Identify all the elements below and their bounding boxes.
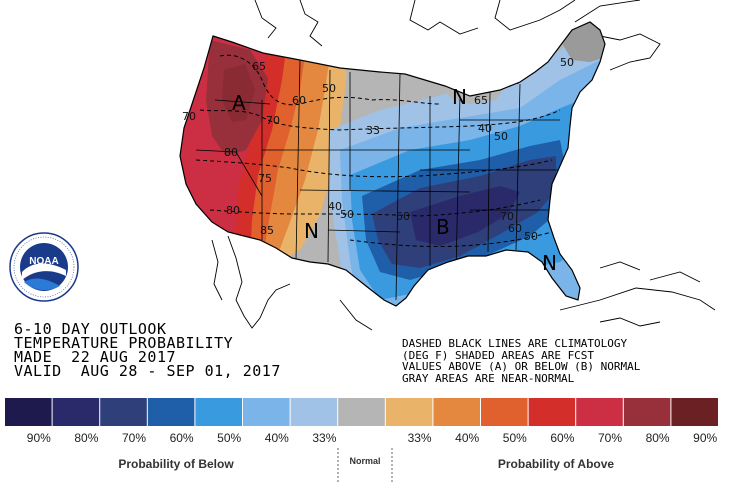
- legend-swatch-10: [481, 398, 528, 426]
- contour-label-33: 33: [366, 124, 380, 137]
- basemap-outlines: [211, 0, 716, 331]
- us-outline: [179, 21, 606, 307]
- normal-label-southwest: N: [304, 219, 319, 243]
- title-line-3: MADE 22 AUG 2017: [14, 348, 177, 366]
- legend-swatches: [5, 398, 718, 426]
- legend-label-6: 33%: [312, 431, 336, 445]
- probability-legend: 90% 80% 70% 60% 50% 40% 33% 33% 40% 50% 60% 70% 80% 9…: [5, 398, 718, 482]
- contour-label-40-ne: 40: [478, 122, 492, 135]
- legend-label-9: 40%: [455, 431, 479, 445]
- noaa-logo: NOAA: [9, 232, 79, 302]
- legend-swatch-5: [243, 398, 290, 426]
- legend-above-title: Probability of Above: [498, 457, 615, 471]
- contour-label-50-nne: 50: [560, 56, 574, 69]
- legend-label-4: 50%: [217, 431, 241, 445]
- legend-label-1: 80%: [74, 431, 98, 445]
- contour-label-50-ne: 50: [494, 130, 508, 143]
- note-line-3: VALUES ABOVE (A) OR BELOW (B) NORMAL: [402, 360, 641, 373]
- legend-swatch-0: [5, 398, 52, 426]
- legend-label-10: 50%: [503, 431, 527, 445]
- legend-label-2: 70%: [122, 431, 146, 445]
- legend-below-title: Probability of Below: [118, 457, 234, 471]
- contour-label-70: 70: [266, 114, 280, 127]
- contour-label-75: 75: [258, 172, 272, 185]
- legend-label-14: 90%: [693, 431, 717, 445]
- legend-swatch-12: [576, 398, 623, 426]
- legend-normal-title: Normal: [349, 456, 380, 466]
- noaa-logo-text: NOAA: [29, 256, 58, 267]
- contour-label-60-central: 60: [396, 210, 410, 223]
- outlook-map: A B N N N 65 60 50 70 70 80 75 80 85 33 …: [9, 0, 716, 331]
- contour-label-60: 60: [292, 94, 306, 107]
- legend-swatch-4: [195, 398, 242, 426]
- legend-labels: 90% 80% 70% 60% 50% 40% 33% 33% 40% 50% 60% 70% 80% 9…: [27, 431, 718, 445]
- above-label-west: A: [232, 91, 246, 115]
- legend-swatch-11: [528, 398, 576, 426]
- title-line-4: VALID AUG 28 - SEP 01, 2017: [14, 362, 281, 380]
- legend-label-12: 70%: [598, 431, 622, 445]
- legend-label-3: 60%: [170, 431, 194, 445]
- contour-label-50-se: 50: [524, 230, 538, 243]
- outlook-title: 6-10 DAY OUTLOOK TEMPERATURE PROBABILITY M…: [14, 320, 281, 380]
- legend-label-5: 40%: [265, 431, 289, 445]
- contour-label-80: 80: [224, 146, 238, 159]
- below-label-east: B: [436, 215, 450, 239]
- contour-label-50: 50: [322, 82, 336, 95]
- note-line-4: GRAY AREAS ARE NEAR-NORMAL: [402, 371, 575, 385]
- legend-swatch-13: [623, 398, 671, 426]
- contour-label-80-south: 80: [226, 204, 240, 217]
- normal-label-north: N: [452, 85, 467, 109]
- legend-swatch-2: [100, 398, 147, 426]
- legend-swatch-14: [671, 398, 718, 426]
- contour-label-70-west: 70: [182, 110, 196, 123]
- legend-swatch-8: [385, 398, 433, 426]
- note-line-1: DASHED BLACK LINES ARE CLIMATOLOGY: [402, 337, 628, 350]
- legend-swatch-9: [433, 398, 480, 426]
- normal-label-southeast: N: [542, 251, 557, 275]
- legend-label-0: 90%: [27, 431, 51, 445]
- legend-swatch-6: [290, 398, 338, 426]
- contour-label-70-se: 70: [500, 210, 514, 223]
- contour-label-50-sw: 50: [340, 208, 354, 221]
- note-line-2: (DEG F) SHADED AREAS ARE FCST: [402, 348, 595, 362]
- contour-label-40: 40: [328, 200, 342, 213]
- map-notes: DASHED BLACK LINES ARE CLIMATOLOGY (DEG F…: [402, 338, 640, 384]
- legend-label-8: 33%: [408, 431, 432, 445]
- contour-label-65-north: 65: [474, 94, 488, 107]
- contour-label-65: 65: [252, 60, 266, 73]
- contour-label-60-se: 60: [508, 222, 522, 235]
- legend-label-13: 80%: [646, 431, 670, 445]
- state-borders: [195, 59, 560, 301]
- legend-swatch-1: [52, 398, 100, 426]
- contour-label-85: 85: [260, 224, 274, 237]
- title-line-2: TEMPERATURE PROBABILITY: [14, 334, 234, 352]
- legend-label-11: 60%: [550, 431, 574, 445]
- title-line-1: 6-10 DAY OUTLOOK: [14, 320, 167, 338]
- legend-swatch-3: [147, 398, 195, 426]
- legend-swatch-7: [338, 398, 385, 426]
